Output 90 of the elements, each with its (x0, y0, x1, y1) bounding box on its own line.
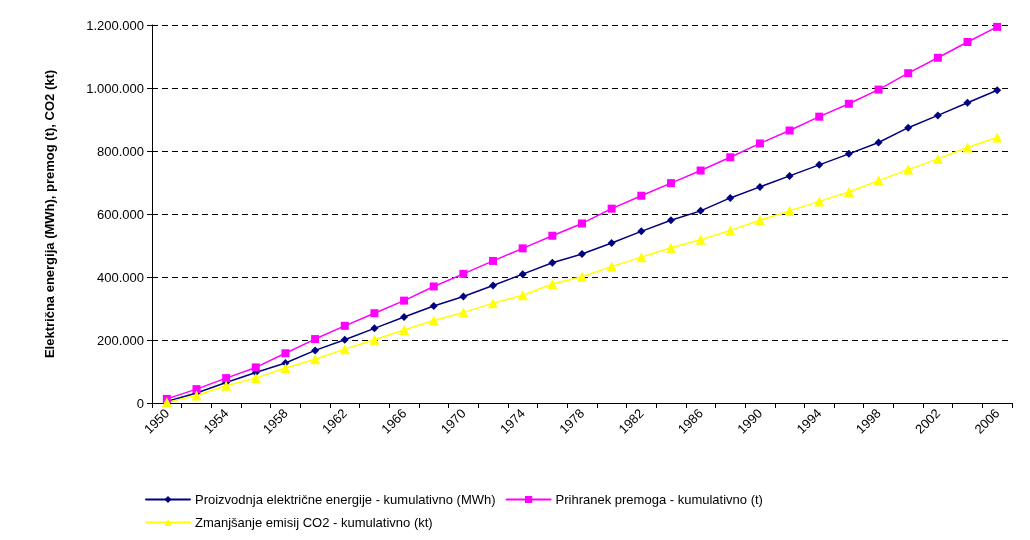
point (754, 215, 765, 226)
point (784, 205, 795, 216)
point (873, 175, 884, 186)
point (814, 196, 825, 207)
point (725, 225, 736, 236)
y-tick-label: 0 (136, 395, 144, 411)
point (221, 380, 232, 391)
point (607, 238, 616, 247)
point (665, 242, 676, 253)
y-tick-label: 1.200.000 (86, 17, 144, 33)
point (785, 171, 794, 180)
point (874, 138, 883, 147)
point (577, 271, 587, 282)
point (310, 354, 321, 365)
point (815, 160, 824, 169)
point (222, 374, 231, 383)
point (992, 132, 1003, 143)
point (755, 182, 764, 191)
point (993, 22, 1002, 31)
point (815, 112, 824, 121)
point (311, 346, 320, 355)
point (993, 86, 1002, 95)
point (903, 164, 914, 175)
point (933, 111, 942, 120)
point (636, 252, 647, 263)
point (459, 292, 468, 301)
point (459, 269, 468, 278)
point (429, 301, 438, 310)
point (488, 298, 499, 309)
point (429, 282, 438, 291)
point (428, 315, 439, 326)
point (489, 281, 498, 290)
point (607, 204, 616, 213)
point (637, 227, 646, 236)
point (340, 335, 349, 344)
point (933, 53, 942, 62)
point (844, 99, 853, 108)
point (695, 234, 706, 245)
point (696, 166, 705, 175)
point (726, 153, 735, 162)
point (370, 309, 379, 318)
y-tick-label: 200.000 (97, 332, 144, 348)
point (726, 193, 735, 202)
point (666, 179, 675, 188)
point (606, 261, 617, 272)
point (518, 270, 527, 279)
point (548, 231, 557, 240)
point (489, 256, 498, 265)
legend-label: Proizvodnja električne energije - kumulativno (MWh) (195, 492, 496, 507)
point (578, 219, 586, 228)
point (399, 324, 410, 335)
point (340, 321, 349, 330)
point (250, 373, 261, 384)
point (785, 126, 794, 135)
point (904, 123, 913, 132)
legend-label: Prihranek premoga - kumulativno (t) (555, 492, 763, 507)
point (370, 324, 379, 333)
point (280, 363, 291, 374)
point (932, 153, 943, 164)
point (548, 258, 557, 267)
point (311, 335, 320, 344)
point (547, 278, 558, 289)
point (963, 38, 972, 47)
point (400, 313, 409, 322)
point (843, 186, 854, 197)
y-tick-label: 400.000 (97, 269, 144, 285)
point (696, 206, 705, 215)
point (666, 216, 675, 225)
point (400, 296, 409, 305)
point (281, 349, 290, 358)
point (637, 191, 646, 200)
point (339, 344, 350, 355)
point (962, 142, 973, 153)
point (458, 307, 469, 318)
point (874, 85, 883, 94)
y-tick-label: 800.000 (97, 143, 144, 159)
point (755, 139, 764, 148)
point (517, 290, 528, 301)
point (369, 334, 380, 345)
point (251, 363, 260, 372)
point (578, 250, 586, 259)
point (904, 69, 913, 78)
y-axis-title: Električna energija (MWh), premog (t), CO2 (kt) (41, 69, 57, 359)
y-tick-label: 1.000.000 (86, 80, 144, 96)
y-tick-label: 600.000 (97, 206, 144, 222)
point (963, 98, 972, 107)
point (844, 149, 853, 158)
point (518, 244, 527, 253)
legend-label: Zmanjšanje emisij CO2 - kumulativno (kt) (195, 515, 433, 530)
point (191, 390, 202, 401)
